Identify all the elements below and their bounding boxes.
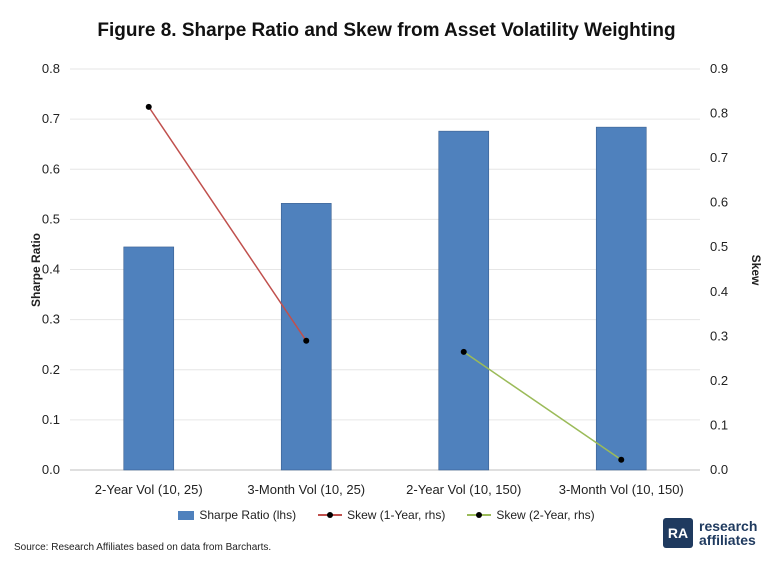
- legend-label-sharpe: Sharpe Ratio (lhs): [199, 508, 297, 522]
- skew-line-1: [148, 106, 307, 342]
- skew-line-2: [463, 351, 622, 461]
- legend-swatch-skew-1y: [318, 510, 343, 520]
- y-tick-label: 0.0: [42, 462, 60, 477]
- y2-tick-label: 0.8: [710, 106, 728, 121]
- y-tick-label: 0.6: [42, 161, 60, 176]
- legend-item-skew-1y: Skew (1-Year, rhs): [318, 508, 445, 522]
- y2-tick-label: 0.5: [710, 239, 728, 254]
- y-tick-label: 0.3: [42, 312, 60, 327]
- y-tick-label: 0.2: [42, 362, 60, 377]
- bar-sharpe-ratio: [280, 203, 332, 471]
- y-tick-label: 0.4: [42, 262, 60, 277]
- legend-label-skew-2y: Skew (2-Year, rhs): [496, 508, 595, 522]
- legend-label-skew-1y: Skew (1-Year, rhs): [347, 508, 446, 522]
- y2-tick-label: 0.1: [710, 417, 728, 432]
- logo-line1: research: [699, 518, 758, 534]
- y-tick-label: 0.1: [42, 412, 60, 427]
- bar-sharpe-ratio: [123, 246, 175, 471]
- y2-tick-label: 0.3: [710, 328, 728, 343]
- logo-mark-icon: RA: [663, 518, 693, 548]
- legend-item-skew-2y: Skew (2-Year, rhs): [467, 508, 595, 522]
- y2-tick-label: 0.0: [710, 462, 728, 477]
- x-tick-label: 3-Month Vol (10, 25): [247, 482, 365, 497]
- bar-sharpe-ratio: [438, 130, 490, 471]
- y2-tick-label: 0.4: [710, 284, 728, 299]
- y2-tick-label: 0.6: [710, 195, 728, 210]
- logo-line2: affiliates: [699, 532, 756, 548]
- y2-tick-label: 0.7: [710, 150, 728, 165]
- legend-swatch-skew-2y: [467, 510, 492, 520]
- x-tick-label: 2-Year Vol (10, 150): [406, 482, 521, 497]
- legend-item-sharpe: Sharpe Ratio (lhs): [178, 508, 296, 522]
- chart-title: Figure 8. Sharpe Ratio and Skew from Ass…: [97, 20, 676, 41]
- y2-axis-label: Skew: [749, 255, 763, 286]
- skew-point: [145, 103, 152, 110]
- skew-point: [618, 456, 625, 463]
- x-tick-label: 2-Year Vol (10, 25): [95, 482, 203, 497]
- bar-sharpe-ratio: [595, 126, 647, 471]
- y-tick-label: 0.8: [42, 61, 60, 76]
- legend-swatch-sharpe: [178, 510, 195, 520]
- skew-point: [303, 337, 310, 344]
- y-axis-label: Sharpe Ratio: [29, 233, 43, 307]
- skew-point: [460, 348, 467, 355]
- y-tick-label: 0.5: [42, 211, 60, 226]
- y-tick-label: 0.7: [42, 111, 60, 126]
- x-tick-label: 3-Month Vol (10, 150): [559, 482, 684, 497]
- source-note: Source: Research Affiliates based on dat…: [14, 542, 272, 553]
- y2-tick-label: 0.2: [710, 373, 728, 388]
- legend: Sharpe Ratio (lhs) Skew (1-Year, rhs) Sk…: [0, 508, 773, 522]
- research-affiliates-logo: RA research affiliates: [663, 518, 757, 548]
- y2-tick-label: 0.9: [710, 61, 728, 76]
